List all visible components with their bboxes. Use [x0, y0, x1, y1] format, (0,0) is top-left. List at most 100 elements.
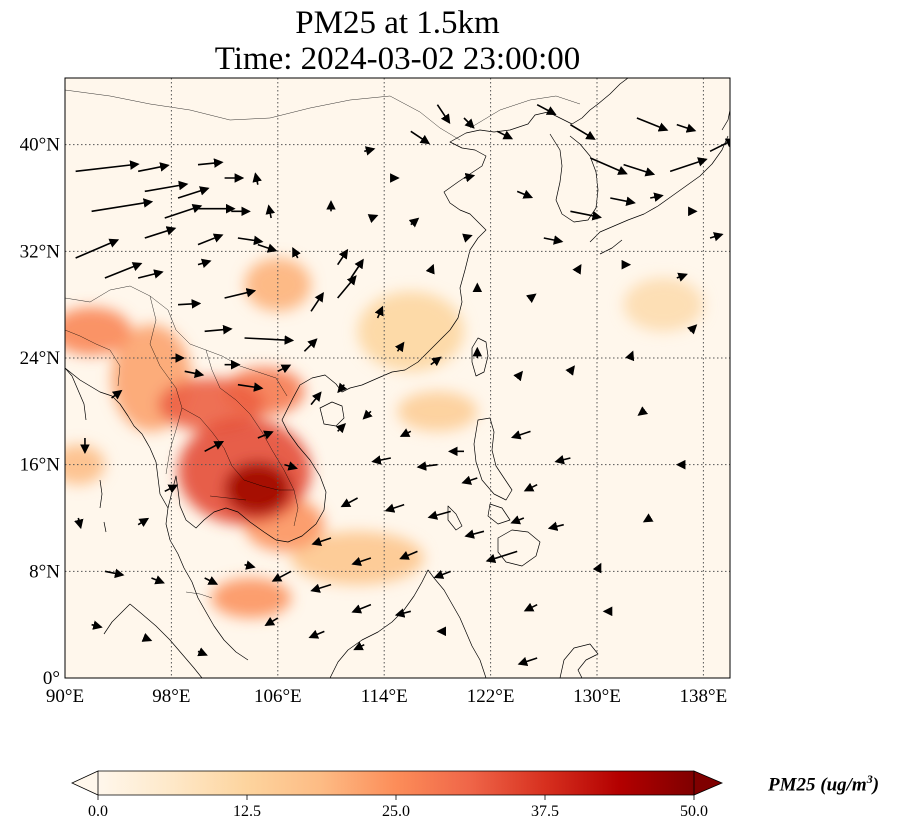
coastline-japan	[589, 109, 730, 255]
wind-vector-18	[178, 299, 202, 309]
wind-vector-109	[137, 517, 150, 527]
wind-vector-55	[463, 172, 476, 183]
wind-vector-93	[485, 550, 518, 564]
wind-vector-36	[367, 214, 379, 224]
wind-vector-111	[151, 575, 165, 585]
wind-vector-40	[436, 104, 451, 124]
colorbar-tick-label: 0.0	[88, 803, 108, 820]
wind-vector-81	[371, 455, 392, 465]
wind-vector-74	[687, 324, 698, 335]
wind-vector-50	[676, 123, 697, 133]
wind-vector-62	[572, 263, 582, 275]
wind-vector-76	[310, 391, 322, 406]
wind-vector-98	[271, 570, 292, 582]
wind-vector-83	[461, 475, 478, 485]
wind-vector-73	[625, 350, 635, 362]
lat-tick-label: 24°N	[20, 348, 61, 369]
wind-vector-30	[350, 258, 364, 279]
wind-vector-104	[353, 641, 365, 651]
map-title-line-2: Time: 2024-03-02 23:00:00	[214, 41, 581, 77]
wind-vector-123	[642, 513, 654, 523]
wind-vector-107	[204, 440, 225, 453]
wind-vector-16	[137, 269, 164, 279]
wind-vector-114	[91, 620, 103, 630]
wind-vector-34	[252, 172, 262, 185]
wind-vector-0	[75, 160, 140, 173]
wind-vector-95	[351, 556, 372, 567]
wind-vector-6	[164, 203, 203, 219]
wind-vector-88	[384, 503, 405, 513]
wind-vector-53	[650, 192, 664, 202]
wind-vector-100	[351, 603, 372, 614]
border-india-myanmar	[65, 329, 121, 387]
border-myanmar-thailand	[149, 295, 183, 475]
wind-vector-118	[74, 517, 84, 530]
map-frame	[64, 77, 731, 679]
wind-vector-75	[337, 382, 348, 394]
wind-vector-52	[610, 196, 636, 206]
wind-vector-87	[340, 497, 358, 508]
wind-vector-5	[144, 180, 189, 193]
colorbar-label-text: PM25 (ug/m	[768, 774, 867, 796]
wind-vector-27	[303, 338, 318, 352]
colorbar-label-close: )	[872, 774, 880, 796]
border-china-south	[65, 285, 288, 397]
pm25-hotspot-0	[623, 278, 704, 332]
wind-vector-108	[164, 484, 179, 494]
wind-vector-38	[364, 146, 376, 156]
colorbar-under-arrow	[71, 770, 99, 796]
lon-tick-label: 122°E	[467, 686, 515, 707]
lat-tick-label: 8°N	[29, 561, 60, 582]
pm25-hotspot-4	[65, 444, 105, 485]
border-laos-vietnam	[205, 349, 299, 527]
wind-vector-14	[237, 235, 264, 246]
wind-vector-45	[590, 157, 628, 175]
wind-vector-96	[399, 550, 418, 560]
coastline-mindanao	[487, 503, 541, 567]
wind-vector-57	[543, 235, 564, 245]
wind-vector-103	[264, 616, 279, 627]
border-thailand-cambodia	[181, 407, 294, 501]
wind-vector-121	[284, 461, 298, 471]
colorbar-label: PM25 (ug/m3)	[768, 772, 879, 796]
wind-vector-44	[569, 123, 596, 140]
wind-vector-66	[408, 217, 420, 228]
pm25-hotspot-2	[397, 391, 478, 432]
pm25-hotspot-11	[158, 378, 265, 432]
wind-vector-8	[177, 186, 210, 199]
wind-vector-106	[517, 656, 538, 667]
wind-vector-120	[257, 430, 274, 440]
wind-vector-86	[523, 482, 538, 492]
pm25-hotspot-1	[357, 291, 464, 372]
colorbar-gradient	[98, 771, 694, 795]
lon-tick-label: 90°E	[46, 686, 84, 707]
wind-vector-67	[374, 305, 384, 319]
wind-vector-25	[237, 382, 264, 392]
colorbar-tick-label: 50.0	[680, 803, 708, 820]
wind-vector-127	[523, 602, 538, 612]
wind-vector-91	[510, 515, 525, 525]
wind-vector-49	[636, 117, 669, 132]
wind-vector-29	[337, 275, 357, 299]
wind-vector-32	[292, 246, 301, 259]
pm25-hotspot-5	[244, 258, 312, 312]
wind-vector-78	[362, 409, 373, 420]
lat-tick-label: 40°N	[20, 135, 61, 156]
wind-vector-110	[104, 568, 125, 579]
wind-vector-17	[197, 258, 212, 268]
wind-vector-71	[513, 370, 523, 382]
wind-vector-115	[141, 632, 153, 642]
wind-vector-42	[496, 130, 514, 140]
wind-vector-43	[536, 103, 557, 116]
wind-vector-65	[709, 232, 724, 242]
lon-tick-label: 98°E	[152, 686, 190, 707]
wind-vector-122	[592, 562, 602, 574]
wind-vector-82	[416, 461, 438, 471]
lon-tick-label: 114°E	[361, 686, 408, 707]
wind-vector-13	[197, 233, 224, 246]
wind-vector-97	[433, 569, 451, 579]
colorbar-over-arrow	[693, 770, 724, 796]
coastline-palawan	[447, 505, 463, 531]
coastline-andaman-islands	[99, 479, 107, 533]
